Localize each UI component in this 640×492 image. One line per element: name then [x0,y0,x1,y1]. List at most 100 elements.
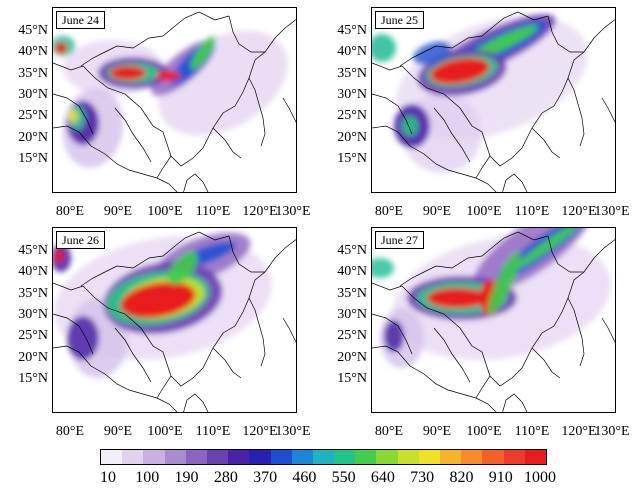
lat-tick-label: 40°N [18,264,48,279]
plume-contour [514,228,580,270]
lat-tick-label: 20°N [337,130,367,145]
lon-tick-label: 80°E [55,204,85,219]
lon-tick-label: 130°E [275,204,311,219]
colorbar-swatch [397,450,419,464]
colorbar-swatch [418,450,440,464]
lat-tick-label: 20°N [337,350,367,365]
border-line [114,107,152,163]
lat-tick-label: 25°N [337,108,367,123]
lon-tick-label: 100°E [147,204,183,219]
border-line [372,239,615,387]
lon-tick-label: 120°E [561,204,597,219]
border-line [156,155,172,179]
lat-tick-label: 40°N [337,44,367,59]
lat-tick-label: 25°N [18,328,48,343]
lon-tick-label: 110°E [195,424,231,439]
border-line [248,297,266,367]
plume-contour [372,258,394,278]
concentration-plume [53,232,272,378]
border-line [601,317,615,343]
border-line [372,93,413,135]
lon-tick-label: 130°E [275,424,311,439]
lon-tick-label: 100°E [466,204,502,219]
border-line [502,173,528,192]
colorbar-swatch [482,450,504,464]
lon-tick-label: 130°E [594,424,630,439]
lat-tick-label: 45°N [18,243,48,258]
border-line [248,77,266,147]
border-line [53,345,178,412]
map-canvas [53,11,296,192]
lat-tick-label: 45°N [18,23,48,38]
map-plot-june-26: June 26 [52,227,297,413]
plume-contour [168,251,198,285]
border-line [53,313,94,355]
colorbar-tick-label: 550 [331,469,356,486]
border-line [601,97,615,123]
lat-tick-label: 45°N [337,23,367,38]
colorbar-swatch [524,450,546,464]
plume-contour [487,251,521,315]
colorbar-tick-label: 190 [174,469,199,486]
colorbar-swatch [228,450,250,464]
plume-contour [156,71,180,81]
concentration-plume [372,228,611,368]
border-line [114,327,152,383]
plume-contour [68,109,78,123]
plume-contour [110,66,146,80]
colorbar-swatch [461,450,483,464]
lat-tick-label: 40°N [18,44,48,59]
colorbar-swatch [376,450,398,464]
colorbar-swatch [270,450,292,464]
border-line [531,127,561,159]
lat-tick-label: 15°N [18,371,48,386]
border-line [228,235,265,273]
colorbar-swatch [334,450,356,464]
border-line [547,15,584,53]
border-line [80,11,230,67]
border-line [53,125,178,192]
map-canvas [372,11,615,192]
lon-tick-label: 90°E [103,424,133,439]
lat-tick-label: 30°N [18,307,48,322]
date-label: June 26 [56,231,105,249]
lat-tick-label: 35°N [337,66,367,81]
lat-tick-label: 20°N [18,350,48,365]
country-borders [372,11,615,192]
map-plot-june-25: June 25 [371,7,616,193]
colorbar-tick-label: 280 [213,469,238,486]
lat-tick-label: 15°N [337,371,367,386]
plume-contour [402,116,418,136]
border-line [212,127,242,159]
lon-tick-label: 90°E [422,204,452,219]
lat-tick-label: 45°N [337,243,367,258]
colorbar-tick-label: 640 [370,469,395,486]
colorbar-tick-label: 10 [100,469,116,486]
border-line [53,19,296,167]
lat-tick-label: 30°N [337,87,367,102]
date-label: June 24 [56,11,105,29]
border-line [282,97,296,123]
lat-tick-label: 35°N [18,286,48,301]
map-plot-june-24: June 24 [52,7,297,193]
colorbar-swatch [185,450,207,464]
colorbar [100,449,547,465]
plume-contour [412,41,452,65]
border-line [80,231,230,287]
plume-contour [190,36,216,70]
lon-tick-label: 90°E [422,424,452,439]
country-borders [53,231,296,412]
colorbar-swatch [206,450,229,464]
lat-tick-label: 30°N [337,307,367,322]
lon-tick-label: 110°E [195,204,231,219]
map-canvas [372,228,615,412]
date-label: June 27 [375,231,424,249]
colorbar-tick-label: 370 [253,469,278,486]
lat-tick-label: 20°N [18,130,48,145]
plume-contour [384,320,404,352]
colorbar-swatch [143,450,165,464]
colorbar-tick-label: 820 [449,469,474,486]
lon-tick-label: 110°E [514,424,550,439]
border-line [531,347,561,379]
border-line [53,93,94,135]
